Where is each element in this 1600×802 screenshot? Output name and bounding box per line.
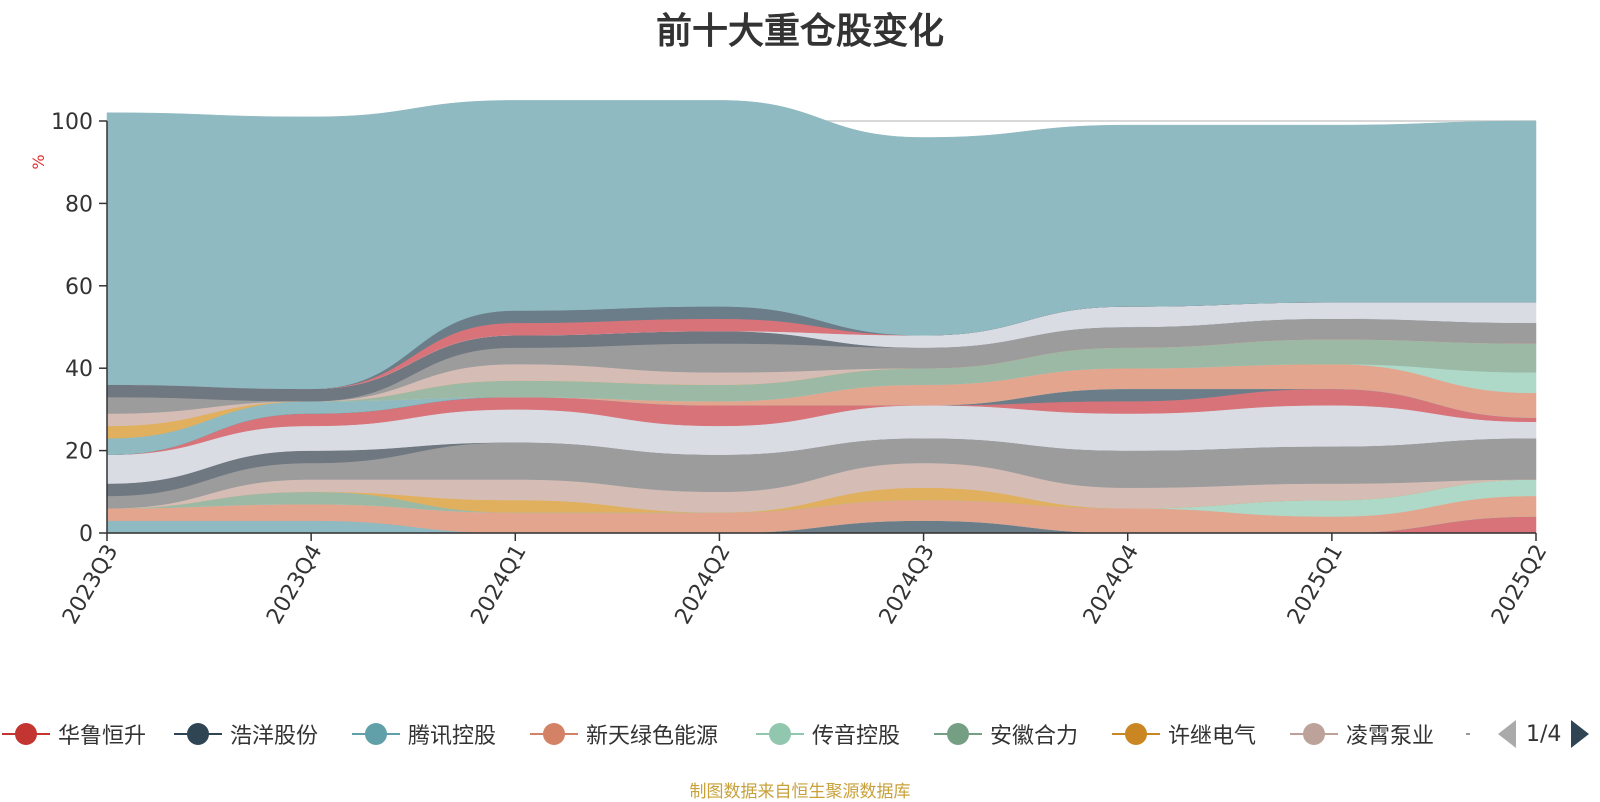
legend-label: 安徽合力 <box>990 724 1079 749</box>
legend-item[interactable]: 华鲁恒升 <box>2 714 146 754</box>
legend-item[interactable]: 安徽合力 <box>934 714 1078 754</box>
stacked-areas <box>106 100 1537 534</box>
y-tick-label: 20 <box>65 440 93 465</box>
legend-item[interactable]: 新天绿色能源 <box>530 714 718 754</box>
legend-item[interactable]: 许继电气 <box>1112 714 1256 754</box>
legend-label: 华鲁恒升 <box>58 724 147 749</box>
legend-marker-icon <box>1290 723 1338 745</box>
legend-label: 浩洋股份 <box>230 724 319 749</box>
x-tick-label: 2024Q4 <box>1079 541 1144 629</box>
legend-item[interactable]: 腾讯控股 <box>352 714 496 754</box>
legend-overflow-icon <box>1466 733 1470 735</box>
legend-marker-icon <box>756 723 804 745</box>
chart-title: 前十大重仓股变化 <box>655 11 944 52</box>
page-indicator: 1/4 <box>1526 721 1562 747</box>
y-tick-label: 80 <box>65 192 93 217</box>
y-tick-label: 40 <box>65 357 93 382</box>
y-tick-label: 0 <box>79 522 93 547</box>
legend-label: 传音控股 <box>812 724 901 749</box>
legend-label: 许继电气 <box>1168 724 1257 749</box>
legend-item[interactable]: 浩洋股份 <box>174 714 318 754</box>
source-note: 制图数据来自恒生聚源数据库 <box>689 782 911 802</box>
legend-pager: 1/4 <box>1496 716 1591 752</box>
legend-label: 腾讯控股 <box>408 724 497 749</box>
x-tick-label: 2025Q1 <box>1283 541 1348 629</box>
legend-item[interactable]: 传音控股 <box>756 714 900 754</box>
legend-item[interactable]: 凌霄泵业 <box>1290 714 1434 754</box>
y-tick-label: 60 <box>65 275 93 300</box>
legend-marker-icon <box>934 723 982 745</box>
x-tick-label: 2024Q1 <box>466 541 531 629</box>
legend: 华鲁恒升 浩洋股份 腾讯控股 新天绿色能源 传音控股 安徽合力 许继电气 凌霄泵业 <box>0 714 1470 754</box>
chart-plot: 0 20 40 60 80 100 2023Q3 2023Q4 2024Q1 2024Q2 2024… <box>29 100 1552 629</box>
x-tick-label: 2024Q2 <box>671 541 736 629</box>
legend-marker-icon <box>352 723 400 745</box>
x-tick-label: 2024Q3 <box>875 541 940 629</box>
legend-label: 凌霄泵业 <box>1346 724 1435 749</box>
x-tick-label: 2025Q2 <box>1487 541 1552 629</box>
x-tick-label: 2023Q4 <box>262 541 327 629</box>
legend-label: 新天绿色能源 <box>586 724 719 749</box>
legend-marker-icon <box>174 723 222 745</box>
prev-page-icon[interactable] <box>1496 718 1518 750</box>
x-tick-label: 2023Q3 <box>58 541 123 629</box>
legend-marker-icon <box>2 723 50 745</box>
y-tick-label: 100 <box>51 110 93 135</box>
y-axis-unit: % <box>29 154 48 169</box>
legend-marker-icon <box>530 723 578 745</box>
area-band <box>106 100 1537 390</box>
legend-marker-icon <box>1112 723 1160 745</box>
next-page-icon[interactable] <box>1569 718 1591 750</box>
